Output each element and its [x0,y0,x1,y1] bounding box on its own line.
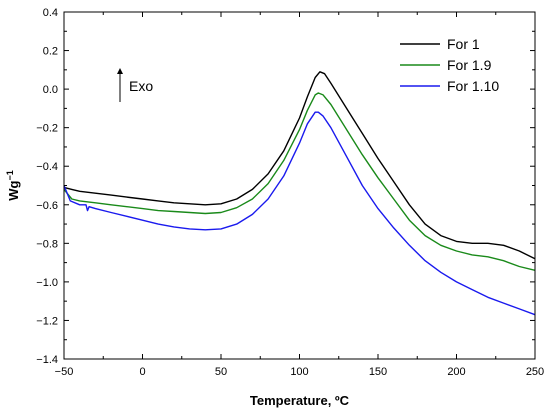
y-tick-label: −1.0 [36,277,58,289]
series-line-2 [63,92,536,271]
y-tick-label: −1.2 [36,315,58,327]
y-axis-title: Wg−1 [5,170,21,200]
y-tick-label: −0.2 [36,123,58,135]
y-tick-label: 0.4 [43,7,58,19]
legend-label-2: For 1.9 [447,57,492,73]
x-tick-label: −50 [55,366,74,378]
y-axis-title-superscript: −1 [5,170,15,180]
y-tick-label: −0.4 [36,161,58,173]
y-tick-label: 0.2 [43,46,58,58]
x-tick-label: 50 [215,366,227,378]
y-axis-title-main: Wg [6,180,21,200]
ticks-layer [63,11,536,360]
x-tick-label: 200 [447,366,465,378]
series-line-1 [63,71,536,260]
y-tick-label: −1.4 [36,354,58,366]
x-tick-label: 150 [369,366,387,378]
series-line-3 [63,111,536,316]
x-axis-title: Temperature, ºC [250,393,350,408]
x-tick-label: 250 [526,366,544,378]
tick-labels-layer: −50 0 50 100 150 200 250 −1.4 −1.2 −1.0 −0.8 −0.6 −0… [36,7,544,378]
legend-label-1: For 1 [447,36,480,52]
exo-arrow-head-icon [117,68,123,74]
series-layer [63,71,536,316]
y-tick-label: 0.0 [43,84,58,96]
exo-label: Exo [129,78,153,94]
x-tick-label: 100 [290,366,308,378]
y-tick-label: −0.6 [36,200,58,212]
y-tick-label: −0.8 [36,238,58,250]
x-tick-label: 0 [139,366,145,378]
legend: For 1 For 1.9 For 1.10 [400,36,499,94]
legend-label-3: For 1.10 [447,78,499,94]
exo-annotation: Exo [117,68,153,102]
